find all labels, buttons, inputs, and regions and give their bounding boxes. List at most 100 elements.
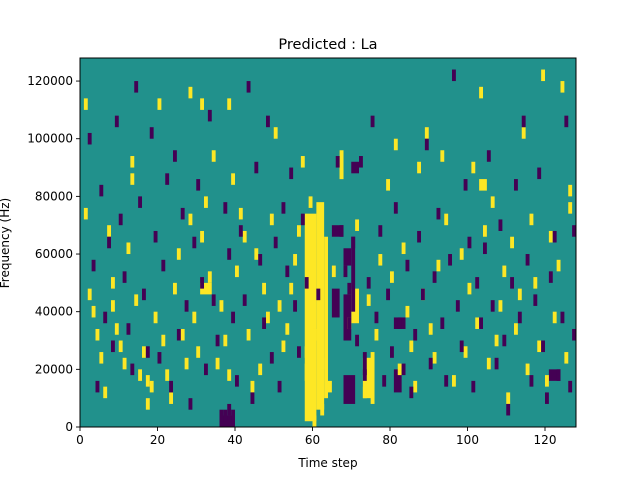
heatmap-low-cell — [560, 311, 565, 324]
heatmap-high-cell — [266, 311, 270, 324]
heatmap-low-cell — [424, 138, 429, 151]
heatmap-low-block — [351, 236, 356, 312]
heatmap-low-cell — [351, 236, 356, 249]
chart-title: Predicted : La — [278, 37, 377, 53]
heatmap-low-cell — [219, 409, 224, 422]
heatmap-high-block — [339, 150, 344, 180]
heatmap-low-cell — [211, 294, 216, 306]
heatmap-high-cell — [250, 380, 255, 393]
heatmap-high-cell — [111, 277, 115, 289]
x-tick-label: 100 — [456, 433, 479, 447]
y-tick-label: 80000 — [35, 189, 73, 203]
heatmap-high-cell — [227, 369, 232, 381]
heatmap-high-cell — [103, 386, 108, 399]
heatmap-high-cell — [467, 282, 472, 295]
heatmap-low-cell — [107, 236, 112, 249]
heatmap-low-cell — [200, 277, 205, 289]
heatmap-high-cell — [502, 265, 507, 278]
heatmap-high-cell — [483, 225, 487, 237]
heatmap-low-cell — [545, 392, 549, 404]
heatmap-low-cell — [161, 259, 166, 272]
heatmap-high-cell — [452, 375, 456, 387]
heatmap-high-cell — [180, 328, 185, 341]
heatmap-low-cell — [475, 277, 480, 289]
heatmap-low-cell — [378, 225, 383, 237]
heatmap-low-cell — [316, 288, 321, 301]
heatmap-high-block — [316, 202, 325, 410]
heatmap-low-cell — [366, 277, 371, 289]
y-tick-label: 20000 — [35, 362, 73, 376]
heatmap-high-cell — [440, 150, 445, 162]
x-tick-label: 120 — [534, 433, 557, 447]
heatmap-low-cell — [572, 225, 577, 237]
heatmap-low-cell — [506, 403, 511, 416]
heatmap-low-cell — [281, 202, 286, 214]
x-axis-label: Time step — [297, 456, 357, 470]
heatmap-high-cell — [211, 150, 216, 162]
heatmap-high-cell — [386, 179, 391, 191]
heatmap-low-cell — [118, 213, 123, 226]
heatmap-high-cell — [273, 127, 278, 139]
heatmap-low-cell — [428, 357, 433, 370]
heatmap-low-cell — [134, 81, 139, 93]
heatmap-low-cell — [386, 288, 391, 301]
heatmap-low-block — [219, 415, 235, 427]
heatmap-low-cell — [347, 282, 352, 295]
heatmap-high-cell — [161, 334, 166, 347]
heatmap-high-cell — [320, 357, 325, 370]
heatmap-high-block — [304, 213, 317, 422]
plot-area — [79, 57, 577, 428]
heatmap-high-cell — [331, 265, 336, 278]
heatmap-high-cell — [114, 323, 119, 335]
heatmap-low-cell — [122, 271, 127, 283]
heatmap-high-cell — [215, 357, 220, 370]
heatmap-high-cell — [506, 392, 511, 404]
heatmap-high-cell — [312, 328, 317, 341]
heatmap-high-cell — [339, 167, 344, 180]
heatmap-high-cell — [494, 334, 499, 347]
heatmap-low-cell — [440, 317, 445, 329]
y-axis-label: Frequency (Hz) — [0, 198, 12, 289]
heatmap-high-cell — [207, 271, 212, 283]
heatmap-low-cell — [514, 179, 518, 191]
heatmap-high-cell — [157, 98, 162, 110]
heatmap-low-cell — [486, 150, 491, 162]
heatmap-high-cell — [366, 294, 371, 306]
heatmap-low-cell — [250, 392, 255, 404]
heatmap-high-cell — [556, 259, 561, 272]
heatmap-high-cell — [258, 363, 263, 376]
heatmap-high-cell — [219, 300, 224, 312]
heatmap-high-cell — [471, 161, 476, 174]
heatmap-high-cell — [238, 207, 243, 220]
heatmap-high-cell — [196, 346, 201, 358]
heatmap-high-cell — [200, 98, 205, 110]
x-tick-label: 20 — [150, 433, 165, 447]
heatmap-high-cell — [308, 196, 313, 208]
heatmap-high-cell — [153, 311, 158, 324]
heatmap-low-cell — [417, 230, 422, 243]
heatmap-low-cell — [421, 288, 425, 301]
heatmap-low-block — [331, 288, 340, 318]
heatmap-low-cell — [149, 127, 154, 139]
heatmap-high-block — [362, 357, 375, 399]
heatmap-high-cell — [145, 398, 150, 410]
heatmap-low-cell — [95, 380, 100, 393]
heatmap-low-cell — [517, 311, 522, 324]
heatmap-low-cell — [448, 254, 453, 266]
heatmap-low-cell — [126, 323, 131, 335]
heatmap-low-block — [331, 225, 344, 237]
heatmap-high-cell — [297, 225, 301, 237]
heatmap-low-cell — [413, 328, 418, 341]
heatmap-low-cell — [176, 328, 181, 341]
heatmap-high-cell — [529, 213, 534, 226]
heatmap-high-cell — [223, 334, 228, 347]
heatmap-low-cell — [471, 380, 476, 393]
x-tick-label: 80 — [382, 433, 397, 447]
heatmap-low-cell — [502, 334, 507, 347]
heatmap-high-cell — [169, 392, 174, 404]
heatmap-low-cell — [215, 334, 220, 347]
heatmap-low-cell — [397, 317, 402, 329]
heatmap-high-cell — [192, 311, 197, 324]
heatmap-high-cell — [176, 248, 181, 260]
